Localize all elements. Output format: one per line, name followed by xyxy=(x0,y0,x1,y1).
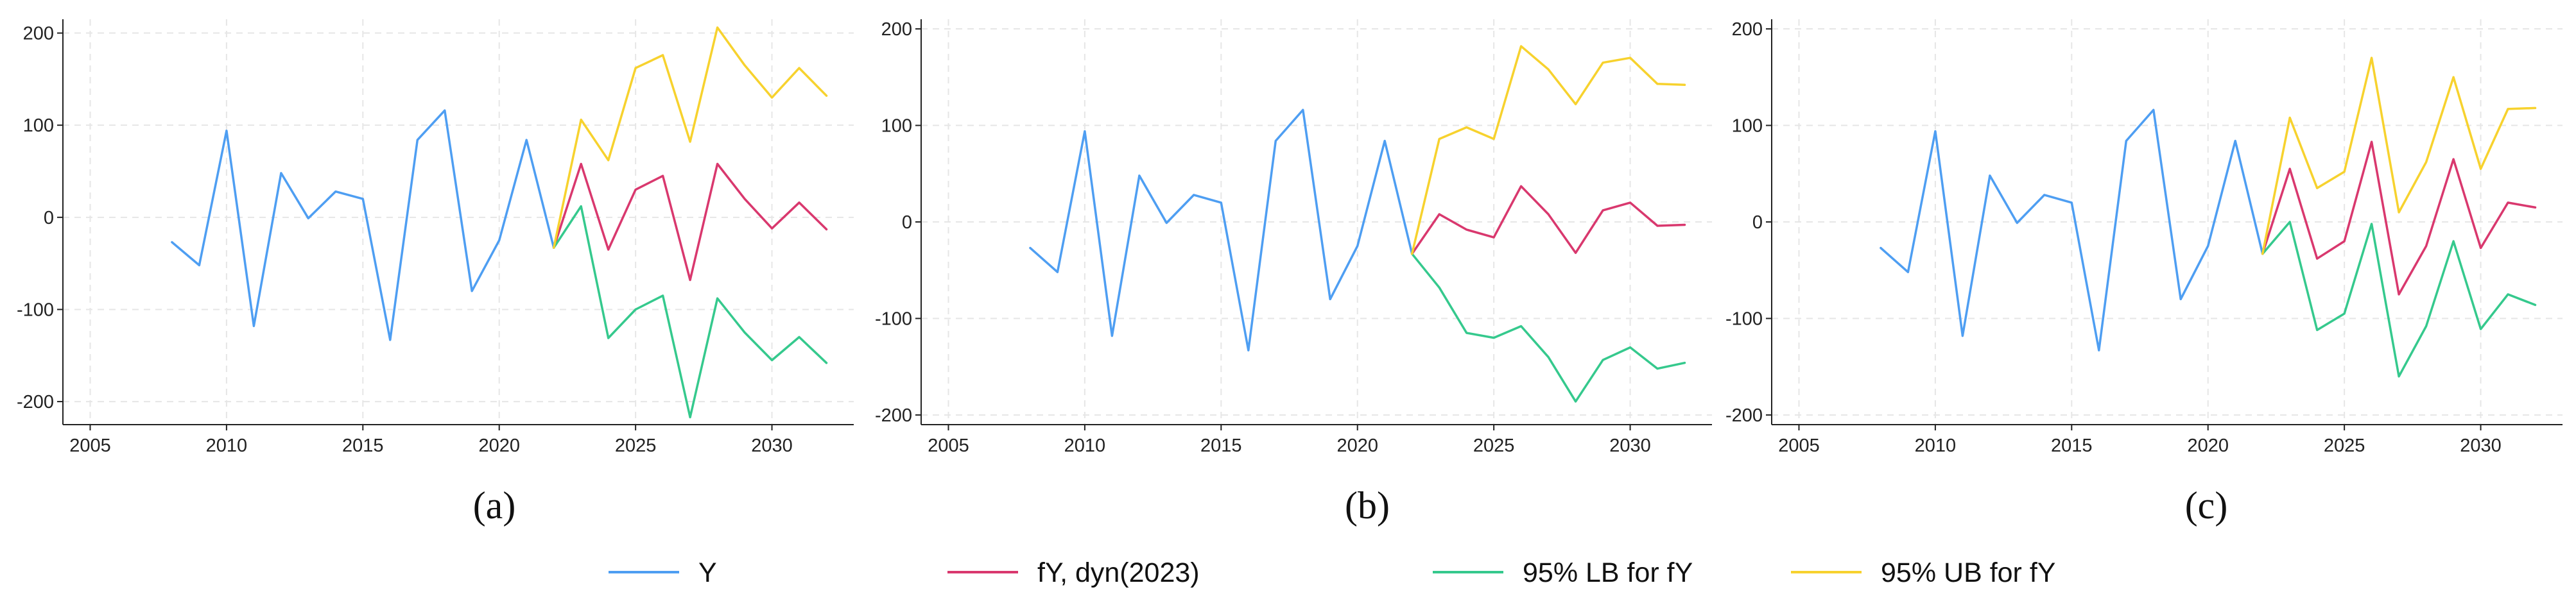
x-tick-label: 2025 xyxy=(1473,436,1515,456)
chart-panel-a: -200 -100 0 100 200 2005 2010 2015 2020 2025 2030 (… xyxy=(17,19,854,527)
x-tick-label: 2010 xyxy=(1064,436,1106,456)
x-tick-label: 2015 xyxy=(2051,436,2093,456)
legend-label: 95% UB for fY xyxy=(1881,557,2055,588)
y-tick-label: 100 xyxy=(23,115,54,136)
panel-caption: (c) xyxy=(2185,484,2228,527)
series-line-fy-dyn-2023 xyxy=(1410,185,1686,255)
y-tick-label: 200 xyxy=(1732,19,1763,40)
legend-item-95-lb-for-fy: 95% LB for fY xyxy=(1433,557,1693,588)
y-tick-label: 0 xyxy=(44,208,54,228)
series-line-fy-dyn-2023 xyxy=(2261,140,2537,296)
x-tick-label: 2005 xyxy=(1778,436,1820,456)
series-line-y xyxy=(171,109,555,341)
y-tick-label: -100 xyxy=(1725,309,1763,329)
x-tick-label: 2030 xyxy=(1609,436,1651,456)
x-tick-label: 2005 xyxy=(69,436,111,456)
x-tick-label: 2025 xyxy=(615,436,657,456)
legend-item-y: Y xyxy=(609,557,717,588)
y-tick-label: 200 xyxy=(23,24,54,44)
x-tick-label: 2010 xyxy=(1915,436,1957,456)
x-tick-label: 2015 xyxy=(1200,436,1242,456)
x-tick-label: 2025 xyxy=(2324,436,2365,456)
y-tick-label: -200 xyxy=(17,392,54,412)
y-tick-label: -100 xyxy=(875,309,912,329)
x-tick-label: 2030 xyxy=(2460,436,2502,456)
series-line-95-ub-for-fy xyxy=(2261,56,2537,255)
series-line-y xyxy=(1029,108,1413,352)
y-tick-label: -100 xyxy=(17,300,54,320)
series-line-95-ub-for-fy xyxy=(552,26,828,249)
series-line-95-lb-for-fy xyxy=(552,205,828,419)
y-tick-label: 0 xyxy=(902,212,912,233)
legend-item-95-ub-for-fy: 95% UB for fY xyxy=(1791,557,2055,588)
x-tick-label: 2005 xyxy=(928,436,969,456)
y-tick-label: -200 xyxy=(875,405,912,426)
legend-item-fy-dyn-2023: fY, dyn(2023) xyxy=(947,557,1200,588)
chart-panel-c: -200 -100 0 100 200 2005 2010 2015 2020 2025 2030 (… xyxy=(1725,19,2563,527)
y-tick-label: 200 xyxy=(881,19,912,40)
legend-label: Y xyxy=(698,557,717,588)
y-tick-label: 0 xyxy=(1752,212,1763,233)
panel-caption: (b) xyxy=(1345,484,1390,527)
panel-caption: (a) xyxy=(473,484,516,527)
x-tick-label: 2020 xyxy=(478,436,520,456)
legend-label: 95% LB for fY xyxy=(1523,557,1693,588)
series-line-95-ub-for-fy xyxy=(1410,45,1686,255)
y-tick-label: 100 xyxy=(881,116,912,137)
x-tick-label: 2030 xyxy=(751,436,793,456)
x-tick-label: 2020 xyxy=(1336,436,1378,456)
series-line-y xyxy=(1880,108,2264,352)
x-tick-label: 2010 xyxy=(206,436,248,456)
chart-panel-b: -200 -100 0 100 200 2005 2010 2015 2020 2025 2030 (… xyxy=(875,19,1712,527)
series-line-fy-dyn-2023 xyxy=(552,162,828,282)
x-tick-label: 2015 xyxy=(342,436,384,456)
series-line-95-lb-for-fy xyxy=(1410,252,1686,403)
series-line-95-lb-for-fy xyxy=(2261,221,2537,378)
y-tick-label: 100 xyxy=(1732,116,1763,137)
x-tick-label: 2020 xyxy=(2187,436,2229,456)
legend-label: fY, dyn(2023) xyxy=(1037,557,1200,588)
y-tick-label: -200 xyxy=(1725,405,1763,426)
